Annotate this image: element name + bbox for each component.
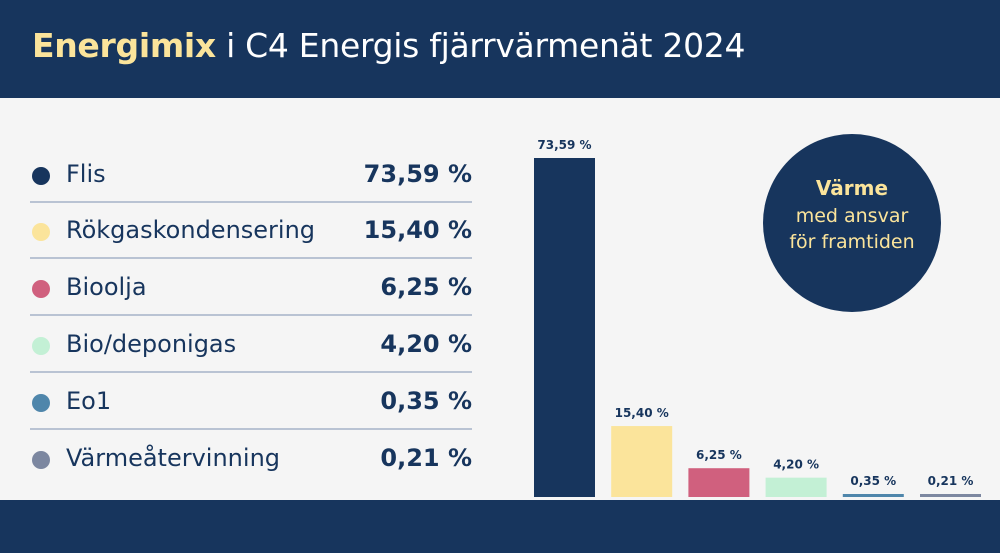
legend-dot xyxy=(32,223,50,241)
bar-value-label: 0,35 % xyxy=(850,474,896,488)
bar-5 xyxy=(920,494,981,497)
bar-4 xyxy=(842,494,904,497)
legend-value: 6,25 % xyxy=(380,273,472,301)
header-bar: Energimix i C4 Energis fjärrvärmenät 202… xyxy=(0,0,1000,98)
legend-row-rokgaskondensering: Rökgaskondensering 15,40 % xyxy=(30,203,472,259)
legend-value: 0,21 % xyxy=(380,444,472,472)
bar-2 xyxy=(688,468,750,497)
badge-line-1: med ansvar xyxy=(795,205,909,227)
badge-circle: Värme med ansvar för framtiden xyxy=(763,134,941,312)
legend-label: Eo1 xyxy=(66,387,112,415)
legend-dot xyxy=(32,167,50,185)
legend-dot xyxy=(32,280,50,298)
legend-value: 4,20 % xyxy=(380,330,472,358)
legend-dot xyxy=(32,451,50,469)
title-accent: Energimix xyxy=(32,26,216,65)
bar-value-label: 73,59 % xyxy=(537,138,591,152)
legend-label: Bio/deponigas xyxy=(66,330,237,358)
bar-value-label: 0,21 % xyxy=(928,474,974,488)
title-rest: i C4 Energis fjärrvärmenät 2024 xyxy=(215,26,746,65)
footer-bar xyxy=(0,500,1000,553)
legend-dot xyxy=(32,394,50,412)
badge-title: Värme xyxy=(815,176,889,200)
legend-row-bioolja: Bioolja 6,25 % xyxy=(30,260,472,316)
legend-value: 73,59 % xyxy=(363,160,472,188)
legend-label: Flis xyxy=(66,160,106,188)
legend-label: Värmeåtervinning xyxy=(66,444,281,472)
legend-row-biodeponigas: Bio/deponigas 4,20 % xyxy=(30,317,472,373)
legend-dot xyxy=(32,337,50,355)
bar-value-label: 6,25 % xyxy=(696,448,742,462)
bar-value-label: 4,20 % xyxy=(773,458,819,472)
legend-value: 15,40 % xyxy=(363,216,472,244)
badge-line-2: för framtiden xyxy=(789,231,915,253)
legend-row-flis: Flis 73,59 % xyxy=(30,147,472,203)
page-title: Energimix i C4 Energis fjärrvärmenät 202… xyxy=(32,26,745,65)
legend-row-varmeatervinning: Värmeåtervinning 0,21 % xyxy=(30,431,472,487)
legend-label: Rökgaskondensering xyxy=(66,216,316,244)
legend-row-eo1: Eo1 0,35 % xyxy=(30,374,472,430)
bar-value-label: 15,40 % xyxy=(615,406,669,420)
legend-value: 0,35 % xyxy=(380,387,472,415)
bar-0 xyxy=(534,158,595,497)
bar-3 xyxy=(765,477,827,497)
bar-1 xyxy=(611,426,673,497)
legend-label: Bioolja xyxy=(66,273,147,301)
